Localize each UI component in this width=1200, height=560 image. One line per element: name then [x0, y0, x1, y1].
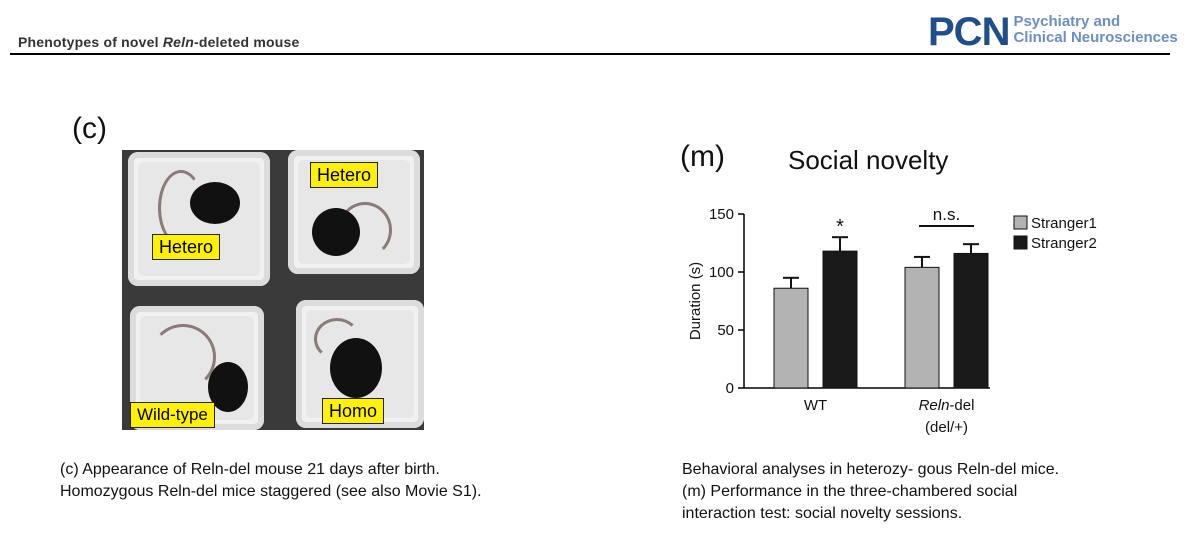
caption-line: (c) Appearance of Reln-del mouse 21 days… [60, 461, 440, 478]
legend-label-stranger2: Stranger2 [1031, 235, 1097, 252]
bar-stranger2 [953, 252, 989, 389]
bar-stranger1 [904, 266, 940, 389]
panel-m-caption: Behavioral analyses in heterozy- gous Re… [682, 459, 1059, 525]
bar-stranger2 [822, 250, 858, 389]
legend-label-stranger1: Stranger1 [1031, 215, 1097, 232]
panel-c-caption: (c) Appearance of Reln-del mouse 21 days… [60, 459, 482, 503]
logo-line-2: Clinical Neurosciences [1013, 29, 1178, 46]
mice-photo: Hetero Hetero Wild-type Homo [122, 150, 424, 430]
caption-line: Homozygous Reln-del mice staggered (see … [60, 483, 482, 500]
journal-running-title: Phenotypes of novel Reln-deleted mouse [18, 34, 299, 50]
y-axis-label: Duration (s) [687, 262, 704, 340]
cage-top-right [288, 150, 420, 274]
legend-swatch-stranger1 [1013, 215, 1028, 230]
caption-line: interaction test: social novelty session… [682, 505, 963, 522]
bar-stranger1 [773, 287, 809, 389]
mouse-tail [314, 318, 360, 360]
x-category-label: WT [804, 397, 827, 414]
mouse-homo [330, 338, 382, 398]
running-title-suffix: -deleted mouse [193, 34, 300, 50]
significance-star: * [836, 216, 844, 238]
chart-title: Social novelty [788, 145, 949, 175]
panel-m-label: (m) [680, 140, 725, 173]
logo-line-1: Psychiatry and [1013, 13, 1121, 30]
caption-line: (m) Performance in the three-chambered s… [682, 483, 1018, 500]
mouse-tail [158, 170, 204, 246]
cage-top-left [128, 152, 270, 286]
social-novelty-chart: 0 50 100 150 Duration (s) WT Reln-del (del/+) * n… [687, 205, 1097, 436]
panel-c-label: (c) [72, 112, 107, 145]
mouse-tail [338, 202, 392, 258]
label-tag-homo: Homo [322, 398, 385, 424]
header-divider [10, 53, 1170, 55]
legend-swatch-stranger2 [1013, 235, 1028, 250]
running-title-prefix: Phenotypes of novel [18, 34, 163, 50]
x-category-label: Reln-del [919, 397, 975, 414]
y-tick-label: 50 [717, 322, 734, 339]
mouse-hetero-1 [190, 182, 240, 224]
mouse-hetero-2 [312, 208, 360, 256]
caption-line: Behavioral analyses in heterozy- gous Re… [682, 461, 1060, 478]
logo-text: Psychiatry and Clinical Neurosciences [1013, 14, 1177, 46]
label-tag-hetero-1: Hetero [152, 234, 221, 260]
label-tag-wild-type: Wild-type [130, 402, 215, 428]
y-tick-label: 100 [709, 264, 734, 281]
running-title-italic: Reln [162, 34, 194, 50]
mouse-tail [150, 324, 216, 390]
x-category-sublabel: (del/+) [925, 419, 968, 436]
y-tick-label: 150 [709, 206, 734, 223]
significance-label: n.s. [933, 205, 960, 224]
journal-logo: PCN Psychiatry and Clinical Neuroscience… [928, 10, 1178, 54]
y-tick-label: 0 [726, 380, 734, 397]
logo-mark: PCN [928, 10, 1010, 54]
label-tag-hetero-2: Hetero [310, 162, 379, 188]
